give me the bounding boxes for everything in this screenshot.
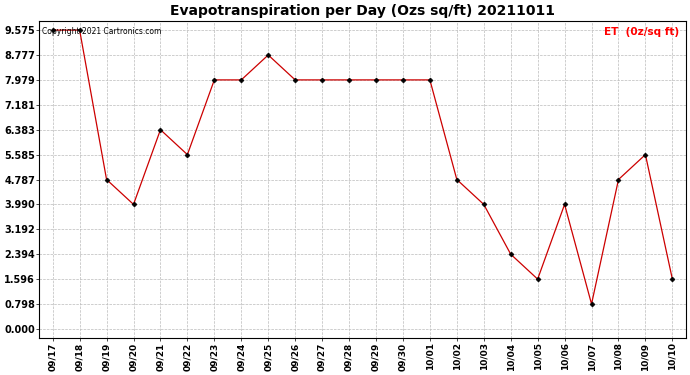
Text: ET  (0z/sq ft): ET (0z/sq ft) — [604, 27, 680, 37]
Text: Copyright 2021 Cartronics.com: Copyright 2021 Cartronics.com — [43, 27, 162, 36]
Title: Evapotranspiration per Day (Ozs sq/ft) 20211011: Evapotranspiration per Day (Ozs sq/ft) 2… — [170, 4, 555, 18]
